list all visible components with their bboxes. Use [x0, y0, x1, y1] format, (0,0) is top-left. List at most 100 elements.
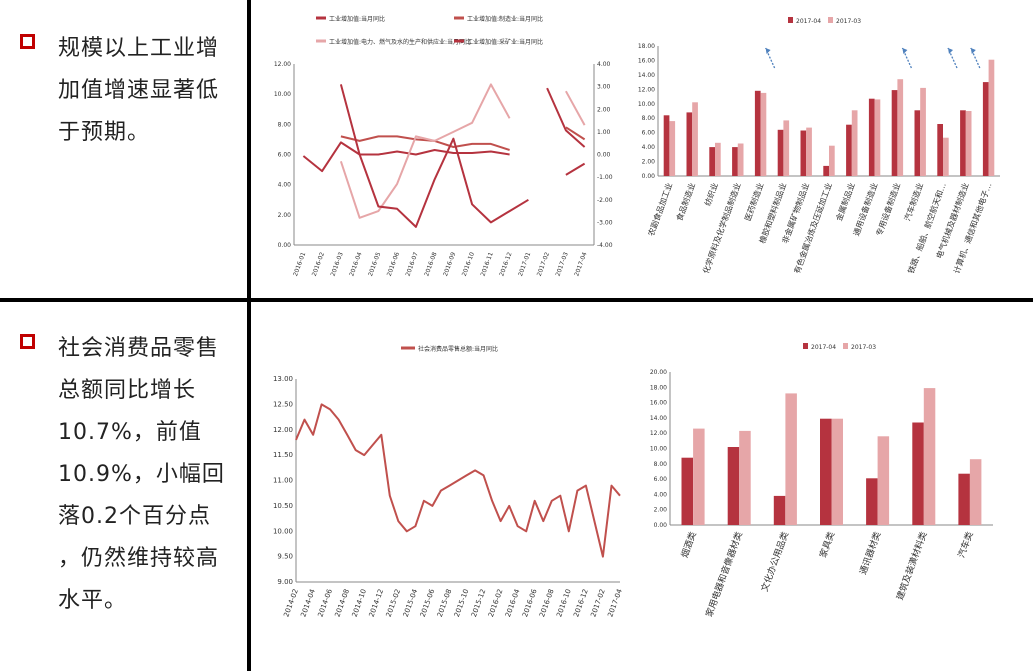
bar-0 — [891, 90, 898, 176]
category-label: 烟酒类 — [678, 530, 699, 559]
series-line-1 — [565, 126, 586, 141]
category-label: 专用设备制造业 — [874, 181, 903, 237]
bar-0 — [777, 129, 784, 176]
legend-1-label: 2017-03 — [836, 18, 861, 25]
y-tick-label: 12.50 — [273, 400, 293, 408]
legend-0-label: 工业增加值:当月同比 — [329, 15, 385, 23]
legend-0-swatch — [803, 343, 808, 349]
y-tick-label: 10.00 — [638, 101, 655, 108]
series-line-2 — [565, 90, 586, 126]
category-label: 通用设备制造业 — [851, 181, 880, 237]
y2-tick-label: 2.00 — [597, 106, 611, 113]
series-line-3 — [339, 84, 529, 228]
category-label: 通讯器材类 — [857, 530, 884, 576]
bar-0 — [958, 473, 970, 525]
square-bullet-icon — [20, 34, 35, 49]
x-tick-label: 2015-06 — [419, 587, 437, 618]
y-tick-label: 11.00 — [273, 477, 293, 485]
x-tick-label: 2017-04 — [573, 251, 588, 277]
y-tick-label: 18.00 — [638, 43, 655, 50]
y-tick-label: 11.50 — [273, 451, 293, 459]
bar-0 — [937, 124, 943, 176]
y2-tick-label: 1.00 — [597, 129, 611, 136]
x-tick-label: 2016-04 — [504, 587, 522, 618]
bar-1 — [783, 120, 790, 176]
x-tick-label: 2016-09 — [442, 251, 457, 277]
bar-1 — [897, 79, 904, 176]
x-tick-label: 2016-04 — [348, 251, 363, 277]
bar-0 — [982, 82, 989, 176]
x-tick-label: 2016-02 — [311, 251, 326, 277]
y2-tick-label: 4.00 — [597, 61, 611, 68]
y-tick-label: 14.00 — [638, 72, 655, 79]
arrow-head-icon — [948, 48, 953, 54]
y-tick-label: 0.00 — [278, 242, 292, 249]
category-label: 纺织业 — [702, 181, 720, 207]
bullet-text-industrial: 规模以上工业增 加值增速显著低 于预期。 — [58, 36, 220, 145]
category-label: 金属制品业 — [834, 181, 857, 222]
y-tick-label: 6.00 — [654, 476, 668, 483]
bar-1 — [877, 436, 890, 525]
bar-1 — [943, 137, 949, 176]
y2-tick-label: -4.00 — [597, 242, 613, 249]
y-tick-label: 16.00 — [638, 57, 655, 64]
y-tick-label: 8.00 — [278, 121, 292, 128]
x-tick-label: 2017-04 — [606, 587, 624, 618]
square-bullet-icon — [20, 334, 35, 349]
category-label: 家用电器和音像器材类 — [703, 530, 745, 619]
bar-0 — [866, 478, 878, 525]
y-tick-label: 10.00 — [650, 446, 667, 453]
industrial-line-chart: 0.00 2.00 4.00 6.00 8.00 10.00 12.00 -4.00 -3.00… — [274, 15, 613, 277]
x-tick-label: 2016-10 — [461, 251, 476, 277]
bar-0 — [868, 98, 875, 176]
y-tick-label: 6.00 — [642, 130, 656, 137]
bar-0 — [914, 110, 921, 176]
retail-line-chart: 9.00 9.50 10.00 10.50 11.00 11.50 12.00 12.50 13… — [273, 345, 624, 618]
legend-3-label: 工业增加值:采矿业:当月同比 — [467, 38, 543, 46]
bar-0 — [663, 115, 670, 176]
bar-0 — [773, 495, 786, 525]
bar-0 — [823, 165, 829, 176]
y-tick-label: 8.00 — [642, 115, 656, 122]
bar-0 — [960, 110, 966, 176]
bar-1 — [923, 388, 936, 525]
bar-1 — [806, 127, 812, 176]
x-tick-label: 2016-03 — [330, 251, 345, 277]
x-tick-label: 2014-02 — [282, 588, 300, 618]
bar-1 — [760, 92, 767, 176]
series-line-0 — [302, 141, 510, 173]
x-tick-label: 2016-11 — [480, 251, 495, 277]
y-tick-label: 13.00 — [273, 375, 293, 383]
y2-tick-label: -3.00 — [597, 219, 613, 226]
y-tick-label: 9.00 — [277, 578, 293, 586]
y2-tick-label: 3.00 — [597, 84, 611, 91]
series-line-3 — [565, 162, 586, 176]
bar-1 — [965, 111, 972, 176]
y-tick-label: 16.00 — [650, 400, 667, 407]
x-tick-label: 2014-08 — [334, 588, 352, 618]
bar-0 — [846, 124, 852, 176]
x-tick-label: 2015-12 — [470, 588, 488, 618]
y-tick-label: 12.00 — [273, 426, 293, 434]
bar-1 — [969, 459, 982, 525]
bullet-retail: 社会消费品零售 总额同比增长 10.7%，前值 10.9%，小幅回 落0.2个百… — [20, 328, 230, 622]
arrow-head-icon — [902, 48, 908, 54]
bar-1 — [715, 142, 721, 176]
y2-tick-label: 0.00 — [597, 152, 611, 159]
bar-1 — [737, 143, 744, 176]
x-tick-label: 2016-02 — [487, 588, 505, 618]
bar-0 — [820, 418, 832, 525]
x-tick-label: 2016-01 — [292, 251, 307, 277]
category-label: 汽车制造业 — [902, 181, 925, 222]
bar-0 — [681, 457, 693, 525]
y-tick-label: 10.00 — [273, 527, 293, 535]
y-tick-label: 10.50 — [273, 502, 293, 510]
y-tick-label: 12.00 — [638, 86, 655, 93]
industry-bar-chart: 0.00 2.00 4.00 6.00 8.00 10.00 12.00 14.00 16.00… — [638, 17, 1000, 275]
x-tick-label: 2017-01 — [517, 251, 532, 277]
legend-0-label: 社会消费品零售总额:当月同比 — [418, 345, 498, 353]
bar-1 — [669, 121, 676, 176]
y2-tick-label: -2.00 — [597, 197, 613, 204]
bar-1 — [874, 99, 881, 176]
category-label: 食品制造业 — [674, 181, 697, 222]
